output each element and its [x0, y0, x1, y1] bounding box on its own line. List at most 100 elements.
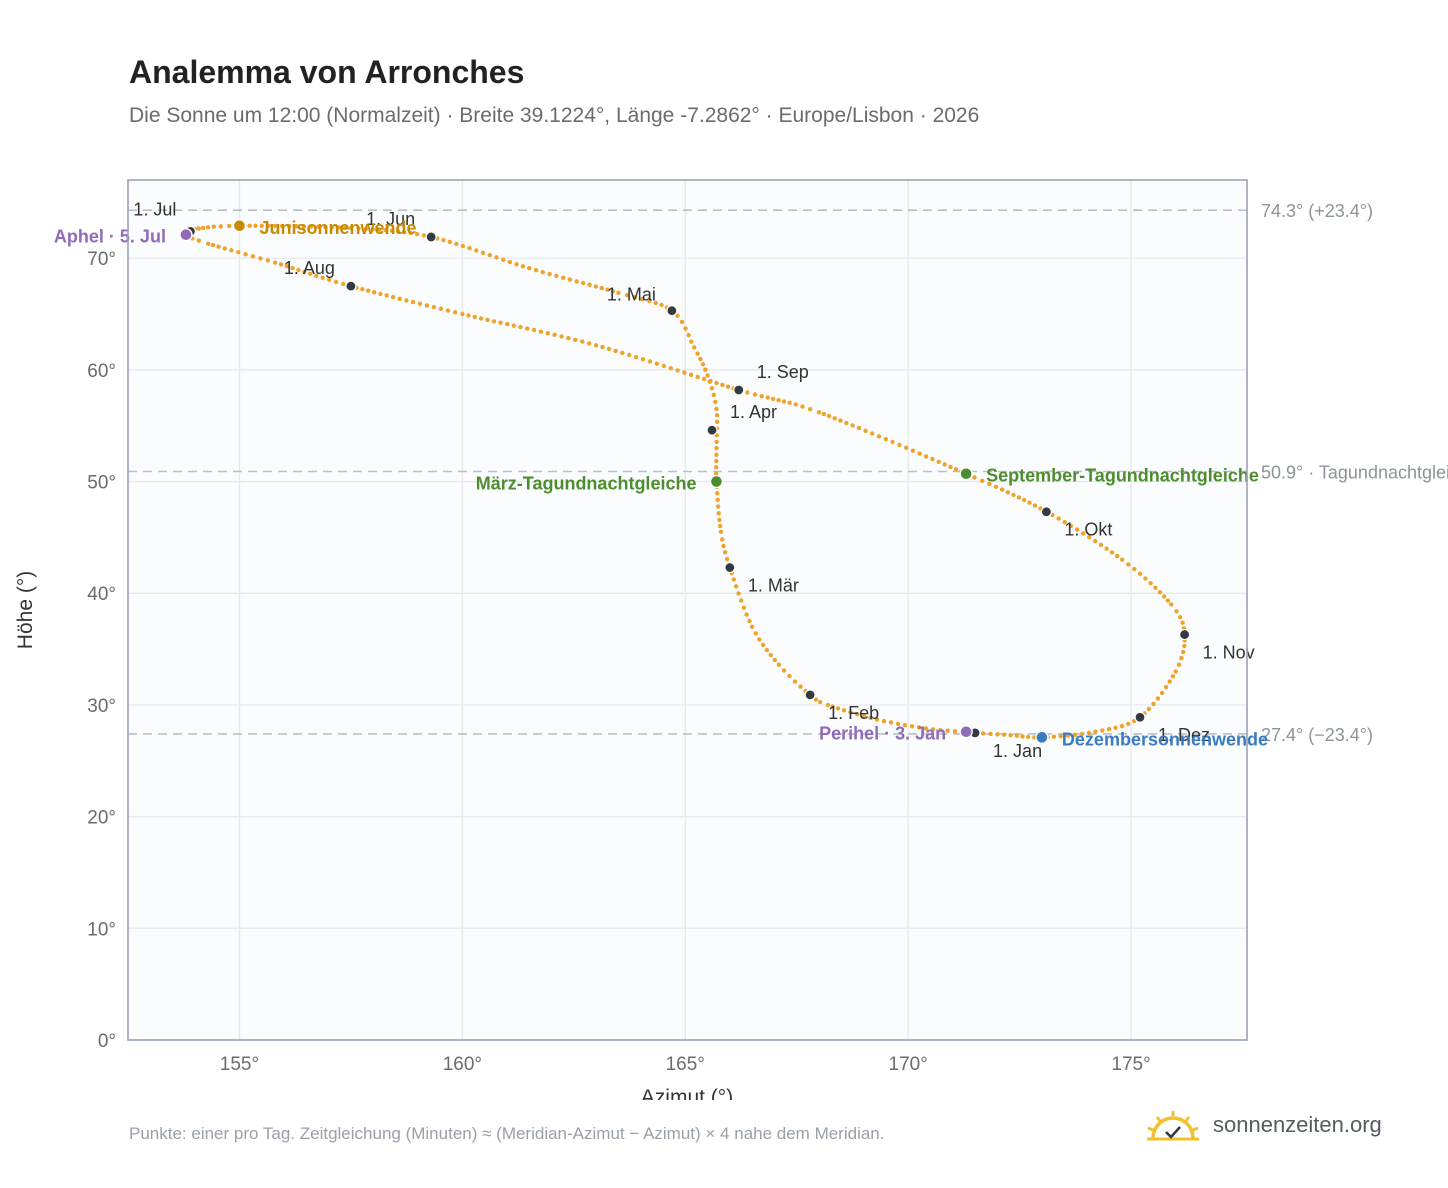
y-tick-label: 60°	[87, 361, 116, 382]
day-dot	[205, 225, 211, 230]
day-dot	[995, 732, 1000, 737]
day-dot	[714, 419, 720, 424]
day-dot	[389, 228, 395, 233]
day-dot	[1157, 590, 1163, 595]
day-dot	[714, 452, 719, 457]
day-dot	[1163, 685, 1169, 690]
day-dot	[654, 361, 660, 366]
day-dot	[278, 262, 284, 267]
day-dot	[460, 243, 466, 249]
day-dot	[724, 556, 730, 562]
day-dot	[1161, 594, 1167, 599]
y-tick-label: 30°	[87, 696, 116, 717]
day-dot	[599, 285, 604, 291]
day-dot	[993, 484, 999, 489]
day-dot	[410, 299, 416, 305]
day-dot	[923, 454, 929, 459]
day-dot	[768, 652, 773, 658]
day-dot	[573, 337, 578, 342]
day-dot	[613, 348, 618, 354]
day-dot	[1155, 696, 1161, 701]
day-dot	[259, 223, 264, 228]
day-dot	[395, 229, 401, 234]
day-dot	[587, 282, 592, 287]
day-dot	[980, 478, 985, 483]
day-dot	[1148, 581, 1153, 586]
day-dot	[1165, 598, 1171, 603]
day-dot	[559, 334, 564, 339]
day-dot	[417, 301, 423, 306]
day-dot	[460, 311, 465, 317]
day-dot	[714, 465, 719, 470]
day-dot	[216, 244, 221, 249]
day-dot	[870, 431, 875, 436]
day-dot	[895, 721, 901, 727]
day-dot	[692, 345, 697, 350]
day-dot	[640, 297, 645, 302]
day-dot	[930, 456, 935, 462]
day-dot	[1178, 615, 1183, 620]
day-dot	[531, 327, 537, 333]
day-dot	[498, 320, 503, 325]
day-dot	[1132, 566, 1137, 572]
day-dot	[714, 406, 719, 412]
day-dot	[948, 464, 953, 470]
y-tick-label: 0°	[98, 1031, 116, 1052]
footnote: Punkte: einer pro Tag. Zeitgleichung (Mi…	[129, 1124, 885, 1143]
day-dot	[1080, 731, 1085, 737]
day-dot	[1093, 729, 1098, 734]
month-dot	[425, 231, 437, 243]
day-dot	[808, 407, 813, 412]
day-dot	[868, 715, 873, 721]
day-dot	[747, 618, 752, 624]
day-dot	[825, 702, 831, 708]
y-tick-label: 20°	[87, 808, 116, 829]
day-dot	[714, 445, 719, 451]
day-dot	[708, 378, 713, 384]
day-dot	[1025, 734, 1031, 740]
day-dot	[290, 265, 295, 271]
day-dot	[725, 384, 731, 389]
day-dot	[363, 226, 369, 232]
day-dot	[700, 362, 706, 367]
day-dot	[525, 326, 530, 331]
day-dot	[835, 706, 841, 711]
day-dot	[561, 275, 566, 280]
day-dot	[236, 250, 241, 255]
day-dot	[402, 229, 407, 235]
day-dot	[520, 264, 526, 269]
day-dot	[695, 374, 700, 380]
brand[interactable]: sonnenzeiten.org	[1145, 1100, 1382, 1150]
day-dot	[196, 226, 201, 231]
day-dot	[309, 224, 314, 229]
day-dot	[287, 223, 292, 229]
day-dot	[414, 231, 420, 237]
day-dot	[1179, 656, 1184, 661]
day-dot	[863, 428, 868, 433]
day-dot	[844, 420, 849, 426]
month-dot	[706, 424, 718, 436]
month-label: 1. Jul	[133, 199, 176, 219]
day-dot	[640, 357, 646, 362]
day-dot	[1115, 553, 1120, 559]
day-dot	[988, 731, 993, 737]
chart-title: Analemma von Arronches	[129, 54, 525, 90]
month-label: 1. Sep	[757, 362, 809, 382]
day-dot	[424, 303, 430, 308]
month-label: 1. Okt	[1064, 520, 1112, 540]
day-dot	[404, 298, 409, 303]
day-dot	[547, 271, 552, 277]
day-dot	[1056, 516, 1061, 521]
day-dot	[320, 275, 325, 280]
day-dot	[1051, 734, 1057, 739]
day-dot	[705, 373, 710, 378]
day-dot	[441, 237, 446, 243]
day-dot	[218, 224, 223, 229]
month-label: 1. Jun	[366, 209, 415, 229]
day-dot	[668, 366, 673, 371]
event-dot	[232, 219, 247, 233]
day-dot	[952, 729, 958, 734]
day-dot	[897, 442, 902, 448]
day-dot	[876, 434, 882, 439]
day-dot	[356, 226, 361, 231]
